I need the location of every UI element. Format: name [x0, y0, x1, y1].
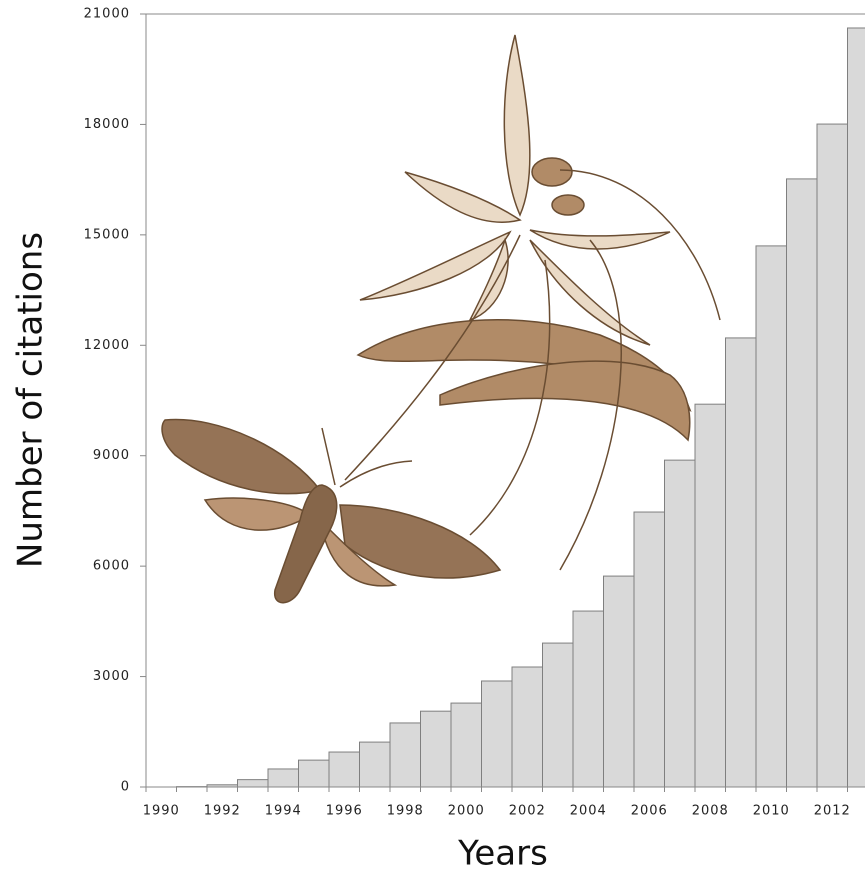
- x-tick-label: 2004: [570, 804, 607, 819]
- y-tick-label: 3000: [93, 669, 130, 684]
- petal: [359, 230, 512, 301]
- x-axis-title: Years: [457, 834, 548, 874]
- bar: [725, 337, 757, 788]
- moth-wing: [203, 497, 312, 531]
- bar: [603, 575, 635, 788]
- petal: [468, 237, 509, 322]
- bar: [481, 680, 513, 788]
- antenna: [321, 427, 413, 488]
- moth-wing: [339, 504, 502, 579]
- y-axis-title: Number of citations: [11, 232, 51, 568]
- petal: [529, 229, 671, 250]
- x-tick-label: 2008: [692, 804, 729, 819]
- moth-wing: [318, 517, 398, 587]
- petal: [404, 171, 522, 223]
- x-tick-label: 1996: [326, 804, 363, 819]
- bar: [816, 123, 848, 788]
- y-tick-label: 6000: [93, 559, 130, 574]
- moth-wing: [161, 418, 322, 495]
- bar: [664, 459, 696, 788]
- bars: [176, 27, 865, 788]
- x-tick-label: 1990: [143, 804, 180, 819]
- y-tick-label: 9000: [93, 448, 130, 463]
- x-tick-label: 1994: [265, 804, 302, 819]
- bar: [755, 245, 787, 788]
- bar: [267, 768, 299, 788]
- bar: [298, 759, 330, 788]
- bar: [572, 610, 604, 788]
- petal: [503, 34, 531, 217]
- x-tick-label: 1998: [387, 804, 424, 819]
- moth-body: [274, 484, 338, 604]
- bar: [389, 722, 421, 788]
- bar: [542, 642, 574, 788]
- bar: [450, 702, 482, 788]
- spur: [344, 234, 521, 481]
- bar: [786, 178, 818, 788]
- stem: [559, 169, 721, 321]
- stem: [559, 239, 622, 571]
- leaf: [356, 318, 692, 413]
- x-tick-label: 2010: [753, 804, 790, 819]
- bud: [551, 194, 585, 216]
- y-tick-label: 18000: [84, 117, 130, 132]
- x-tick-label: 2002: [509, 804, 546, 819]
- petal: [529, 239, 651, 346]
- bar: [237, 779, 269, 788]
- spur: [469, 259, 551, 536]
- y-tick-label: 21000: [84, 7, 130, 22]
- leaf: [439, 360, 691, 442]
- bar: [694, 403, 726, 788]
- x-tick-label: 2006: [631, 804, 668, 819]
- bar: [847, 27, 865, 788]
- y-tick-label: 12000: [84, 338, 130, 353]
- bar: [328, 751, 360, 788]
- bar: [420, 710, 452, 788]
- x-tick-label: 2000: [448, 804, 485, 819]
- y-tick-label: 0: [121, 780, 130, 795]
- bar: [359, 741, 391, 788]
- y-tick-label: 15000: [84, 227, 130, 242]
- bar: [511, 666, 543, 788]
- bar: [633, 511, 665, 788]
- bud: [531, 157, 573, 187]
- x-tick-label: 2012: [814, 804, 851, 819]
- illustration: [161, 34, 721, 604]
- x-tick-label: 1992: [204, 804, 241, 819]
